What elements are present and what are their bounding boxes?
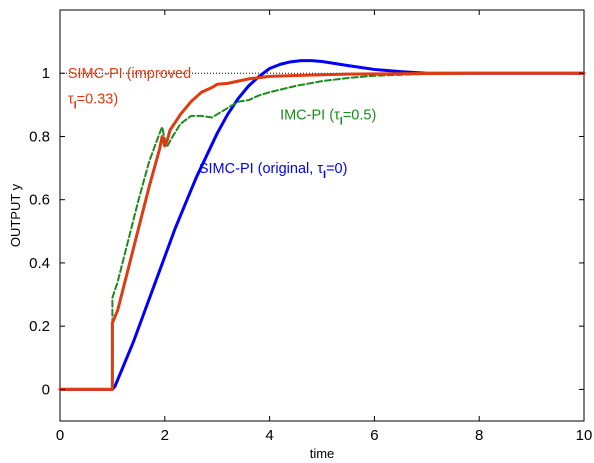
series-line-3 (58, 71, 586, 391)
y-tick-label: 0.2 (29, 318, 50, 335)
annotation-simc-improved-line2: τI=0.33) (68, 92, 118, 112)
x-tick-label: 10 (576, 427, 593, 444)
y-tick-label: 1 (42, 65, 50, 82)
x-tick-label: 2 (161, 427, 169, 444)
series-lines (58, 59, 586, 391)
x-axis-title: time (310, 446, 335, 461)
x-tick-label: 4 (265, 427, 273, 444)
annotation-simc-improved-line1: SIMC-PI (improved (68, 66, 191, 82)
y-tick-label: 0.8 (29, 128, 50, 145)
y-tick-label: 0 (42, 381, 50, 398)
annotation-imc: IMC-PI (τI=0.5) (280, 107, 376, 127)
series-line-2 (59, 72, 585, 391)
plot-area (59, 9, 585, 422)
plot-frame (59, 9, 585, 422)
y-axis-title: OUTPUT y (8, 183, 23, 247)
annotations: SIMC-PI (improved IMC-PI (τI=0.5) SIMC-PI … (68, 66, 376, 181)
y-tick-label: 0.4 (29, 255, 50, 272)
y-tick-label: 0.6 (29, 192, 50, 209)
x-tick-label: 0 (56, 427, 64, 444)
x-tick-label: 8 (475, 427, 483, 444)
x-tick-label: 6 (370, 427, 378, 444)
annotation-simc-original: SIMC-PI (original, τI=0) (199, 161, 348, 181)
series-line-1 (58, 59, 586, 391)
axis-ticks: 0 2 4 6 8 10 0 0.2 0.4 0.6 0.8 1 time OUTPUT y (8, 10, 592, 461)
